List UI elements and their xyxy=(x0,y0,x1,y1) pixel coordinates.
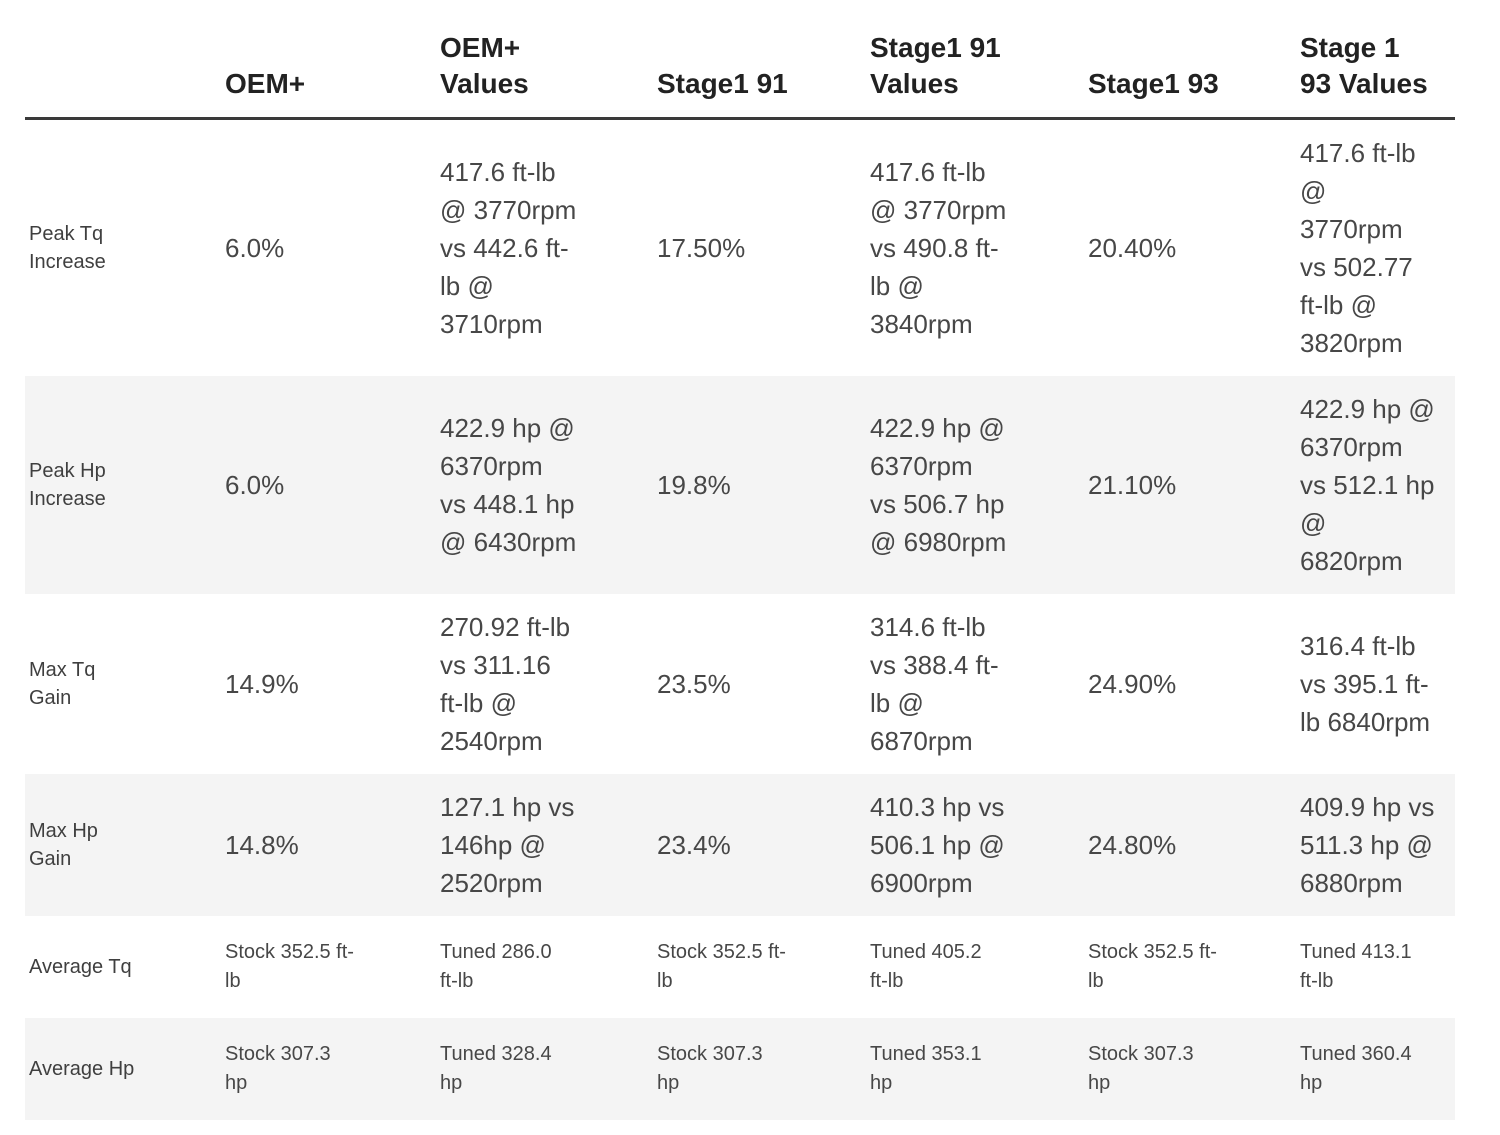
row-label: Peak Tq Increase xyxy=(29,223,106,273)
percent-cell: 20.40% xyxy=(1088,233,1177,263)
values-cell: 417.6 ft-lb @ 3770rpm vs 490.8 ft- lb @ … xyxy=(870,157,1007,339)
column-header-stage1-93-values: Stage 1 93 Values xyxy=(1285,0,1455,120)
values-cell: 422.9 hp @ 6370rpm vs 448.1 hp @ 6430rpm xyxy=(440,413,577,557)
values-cell: Tuned 413.1 ft-lb xyxy=(1300,941,1412,992)
values-cell: Tuned 360.4 hp xyxy=(1300,1043,1412,1094)
values-cell: 316.4 ft-lb vs 395.1 ft- lb 6840rpm xyxy=(1300,631,1431,737)
table-row-max-tq-gain: Max Tq Gain 14.9% 270.92 ft-lb vs 311.16… xyxy=(25,594,1455,774)
row-label: Average Tq xyxy=(29,955,132,978)
column-header-stage1-91: Stage1 91 xyxy=(642,0,855,120)
column-header-blank xyxy=(25,0,210,120)
percent-cell: 21.10% xyxy=(1088,470,1177,500)
row-label: Max Tq Gain xyxy=(29,659,96,709)
percent-cell: 19.8% xyxy=(657,470,731,500)
values-cell: 409.9 hp vs 511.3 hp @ 6880rpm xyxy=(1300,792,1435,898)
row-label: Average Hp xyxy=(29,1057,135,1080)
percent-cell: 23.5% xyxy=(657,669,731,699)
values-cell: 417.6 ft-lb @ 3770rpm vs 502.77 ft-lb @ … xyxy=(1300,138,1416,358)
percent-cell: 23.4% xyxy=(657,830,731,860)
values-cell: Stock 307.3 hp xyxy=(225,1043,331,1094)
values-cell: 270.92 ft-lb vs 311.16 ft-lb @ 2540rpm xyxy=(440,612,571,756)
row-label: Max Hp Gain xyxy=(29,820,98,870)
percent-cell: 24.80% xyxy=(1088,830,1177,860)
values-cell: Stock 307.3 hp xyxy=(1088,1043,1194,1094)
values-cell: Tuned 286.0 ft-lb xyxy=(440,941,552,992)
column-header-stage1-91-values: Stage1 91 Values xyxy=(855,0,1073,120)
values-cell: 314.6 ft-lb vs 388.4 ft- lb @ 6870rpm xyxy=(870,612,999,756)
values-cell: Tuned 353.1 hp xyxy=(870,1043,982,1094)
table-row-average-tq: Average Tq Stock 352.5 ft- lb Tuned 286.… xyxy=(25,916,1455,1018)
percent-cell: 14.8% xyxy=(225,830,299,860)
table-row-peak-tq-increase: Peak Tq Increase 6.0% 417.6 ft-lb @ 3770… xyxy=(25,119,1455,377)
percent-cell: 14.9% xyxy=(225,669,299,699)
table-row-average-hp: Average Hp Stock 307.3 hp Tuned 328.4 hp… xyxy=(25,1018,1455,1120)
table-row-peak-hp-increase: Peak Hp Increase 6.0% 422.9 hp @ 6370rpm… xyxy=(25,376,1455,594)
percent-cell: 6.0% xyxy=(225,233,285,263)
header-row: OEM+ OEM+ Values Stage1 91 Stage1 91 Val… xyxy=(25,0,1455,120)
column-header-oem-plus: OEM+ xyxy=(210,0,425,120)
values-cell: Tuned 405.2 ft-lb xyxy=(870,941,982,992)
values-cell: Stock 352.5 ft- lb xyxy=(657,941,786,992)
values-cell: Stock 352.5 ft- lb xyxy=(1088,941,1217,992)
column-header-oem-plus-values: OEM+ Values xyxy=(425,0,642,120)
values-cell: Stock 352.5 ft- lb xyxy=(225,941,354,992)
values-cell: 417.6 ft-lb @ 3770rpm vs 442.6 ft- lb @ … xyxy=(440,157,577,339)
values-cell: 410.3 hp vs 506.1 hp @ 6900rpm xyxy=(870,792,1005,898)
percent-cell: 17.50% xyxy=(657,233,746,263)
table-row-max-hp-gain: Max Hp Gain 14.8% 127.1 hp vs 146hp @ 25… xyxy=(25,774,1455,916)
values-cell: Tuned 328.4 hp xyxy=(440,1043,552,1094)
values-cell: 127.1 hp vs 146hp @ 2520rpm xyxy=(440,792,575,898)
percent-cell: 24.90% xyxy=(1088,669,1177,699)
percent-cell: 6.0% xyxy=(225,470,285,500)
values-cell: 422.9 hp @ 6370rpm vs 506.7 hp @ 6980rpm xyxy=(870,413,1007,557)
values-cell: 422.9 hp @ 6370rpm vs 512.1 hp @ 6820rpm xyxy=(1300,394,1435,576)
comparison-table: OEM+ OEM+ Values Stage1 91 Stage1 91 Val… xyxy=(25,0,1455,1120)
row-label: Peak Hp Increase xyxy=(29,460,106,510)
column-header-stage1-93: Stage1 93 xyxy=(1073,0,1285,120)
values-cell: Stock 307.3 hp xyxy=(657,1043,763,1094)
